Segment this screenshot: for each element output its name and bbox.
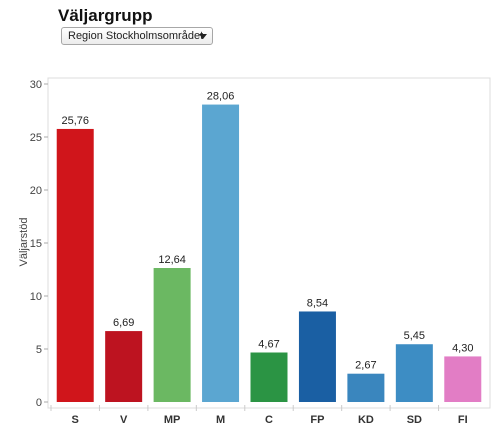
bar-sd bbox=[395, 344, 433, 402]
region-dropdown-label: Region Stockholmsområdet bbox=[68, 30, 204, 42]
y-tick-label: 10 bbox=[30, 291, 42, 303]
data-label-kd: 2,67 bbox=[355, 360, 376, 372]
x-tick-label-fi: FI bbox=[458, 414, 468, 426]
y-tick-label: 20 bbox=[30, 185, 42, 197]
data-label-mp: 12,64 bbox=[158, 254, 186, 266]
x-tick-label-v: V bbox=[120, 414, 128, 426]
bar-v bbox=[105, 331, 143, 402]
data-label-c: 4,67 bbox=[258, 338, 279, 350]
data-label-fp: 8,54 bbox=[307, 297, 328, 309]
y-tick-label: 5 bbox=[36, 344, 42, 356]
chevron-down-icon bbox=[199, 34, 207, 39]
bar-fi bbox=[444, 356, 482, 402]
data-label-m: 28,06 bbox=[207, 91, 235, 103]
data-label-fi: 4,30 bbox=[452, 342, 473, 354]
data-label-v: 6,69 bbox=[113, 317, 134, 329]
x-tick-label-m: M bbox=[216, 414, 225, 426]
bar-s bbox=[56, 128, 94, 402]
bar-kd bbox=[347, 373, 385, 402]
x-tick-label-kd: KD bbox=[358, 414, 374, 426]
bar-mp bbox=[153, 268, 191, 402]
data-label-s: 25,76 bbox=[61, 115, 89, 127]
x-tick-label-mp: MP bbox=[164, 414, 181, 426]
y-tick-label: 30 bbox=[30, 79, 42, 91]
y-tick-label: 15 bbox=[30, 238, 42, 250]
x-tick-label-c: C bbox=[265, 414, 273, 426]
data-label-sd: 5,45 bbox=[404, 330, 425, 342]
bar-c bbox=[250, 352, 288, 402]
region-dropdown[interactable]: Region Stockholmsområdet bbox=[61, 27, 213, 45]
y-tick-label: 0 bbox=[36, 397, 42, 409]
x-tick-label-sd: SD bbox=[407, 414, 422, 426]
y-axis-title: Väljarstöd bbox=[18, 218, 30, 267]
bar-fp bbox=[298, 311, 336, 402]
chart-title: Väljargrupp bbox=[58, 6, 153, 25]
y-tick-label: 25 bbox=[30, 132, 42, 144]
x-tick-label-s: S bbox=[72, 414, 79, 426]
x-tick-label-fp: FP bbox=[310, 414, 324, 426]
bar-m bbox=[202, 104, 240, 403]
